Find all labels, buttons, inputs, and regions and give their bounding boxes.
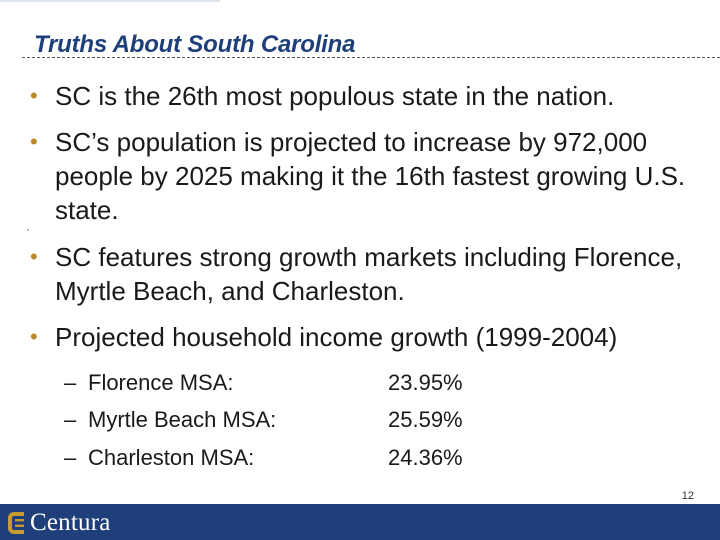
msa-label: Myrtle Beach MSA:	[88, 407, 277, 432]
centura-logo-icon	[8, 512, 24, 534]
msa-label: Florence MSA:	[88, 370, 234, 395]
bullet-marker: •	[30, 129, 38, 154]
bullet-marker: •	[30, 244, 38, 269]
top-accent-line	[0, 0, 220, 2]
bullet-marker: •	[30, 324, 38, 349]
msa-label: Charleston MSA:	[88, 445, 255, 470]
growth-value: 23.95%	[388, 370, 463, 395]
sub-bullet-dash: –	[64, 370, 77, 395]
bullet-text: SC features strong growth markets includ…	[55, 242, 683, 306]
title-divider	[22, 57, 720, 58]
bullet-marker: •	[30, 83, 38, 108]
bullet-text: SC is the 26th most populous state in th…	[55, 81, 615, 111]
page-number: 12	[681, 490, 694, 502]
sub-bullet-dash: –	[64, 407, 77, 432]
slide-title: Truths About South Carolina	[34, 31, 356, 58]
growth-value: 24.36%	[388, 445, 463, 470]
growth-value: 25.59%	[388, 407, 463, 432]
stray-mark	[27, 229, 29, 231]
bullet-text: SC’s population is projected to increase…	[55, 127, 686, 225]
sub-bullet-dash: –	[64, 445, 77, 470]
centura-logo: Centura	[6, 509, 111, 536]
footer-bar: Centura	[0, 504, 720, 540]
bullet-text: Projected household income growth (1999-…	[55, 322, 618, 352]
brand-name: Centura	[30, 509, 111, 536]
